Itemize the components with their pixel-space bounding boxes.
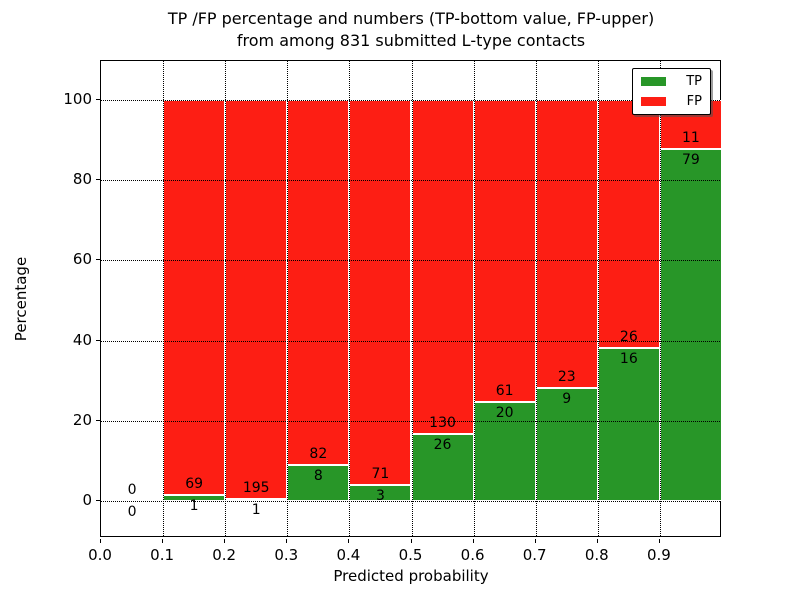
horizontal-gridline [101, 260, 720, 262]
tp-bar-segment [411, 434, 474, 501]
gridlines-layer [101, 61, 720, 536]
legend: TP FP [632, 68, 711, 115]
tp-count-label: 16 [619, 351, 638, 368]
chart-title: TP /FP percentage and numbers (TP-bottom… [100, 8, 722, 52]
x-tick-mark [162, 539, 164, 543]
legend-label: FP [686, 94, 702, 109]
vertical-gridline [535, 61, 537, 536]
x-tick-label: 0.5 [398, 546, 423, 564]
bar-labels-layer: 0 0 69 1 195 1 82 8 71 3 130 26 61 20 23 9 26 16 11 79 [101, 61, 720, 536]
fp-bar-segment [287, 100, 350, 466]
x-tick-mark [348, 539, 350, 543]
horizontal-gridline [101, 180, 720, 182]
x-tick-mark [286, 539, 288, 543]
x-tick-mark [658, 539, 660, 543]
tp-count-label: 3 [375, 487, 385, 504]
vertical-gridline [473, 61, 475, 536]
fp-count-label: 82 [309, 446, 328, 463]
fp-count-label: 26 [619, 329, 638, 346]
tp-bar-segment [659, 149, 722, 501]
plot-area: 0 0 69 1 195 1 82 8 71 3 130 26 61 20 23 9 26 16 11 79 TP FP [100, 60, 722, 537]
y-tick-mark [96, 339, 100, 341]
x-tick-mark [596, 539, 598, 543]
fp-count-label: 69 [185, 476, 204, 493]
y-axis-label: Percentage [12, 256, 30, 342]
y-tick-label: 20 [72, 410, 92, 429]
vertical-gridline [597, 61, 599, 536]
y-tick-mark [96, 419, 100, 421]
horizontal-gridline [101, 501, 720, 502]
x-axis-label: Predicted probability [333, 567, 489, 585]
x-tick-mark [472, 539, 474, 543]
bars-layer [101, 61, 722, 536]
x-tick-label: 0.2 [212, 546, 237, 564]
fp-count-label: 23 [557, 369, 576, 386]
tp-bar-segment [535, 388, 598, 501]
x-tick-label: 0.6 [460, 546, 485, 564]
fp-count-label: 130 [429, 415, 456, 432]
tp-count-label: 79 [682, 152, 700, 168]
horizontal-gridline [101, 100, 720, 101]
fp-legend-swatch [641, 97, 666, 106]
fp-count-label: 195 [242, 479, 270, 496]
vertical-gridline [349, 61, 351, 536]
x-tick-mark [100, 539, 101, 543]
tp-legend-swatch [641, 77, 666, 86]
fp-bar-segment [225, 100, 288, 499]
x-tick-mark [410, 539, 412, 543]
y-tick-mark [96, 99, 100, 100]
chart-title-line-1: TP /FP percentage and numbers (TP-bottom… [167, 9, 655, 28]
y-tick-label: 60 [72, 250, 92, 269]
y-tick-label: 100 [63, 90, 92, 108]
horizontal-gridline [101, 340, 720, 342]
fp-count-label: 11 [682, 130, 700, 146]
x-tick-mark [224, 539, 226, 543]
tp-count-label: 1 [189, 498, 199, 515]
y-tick-label: 0 [82, 491, 92, 509]
horizontal-gridline [101, 420, 720, 422]
tp-count-label: 26 [433, 437, 452, 454]
legend-row: TP [641, 75, 702, 88]
x-tick-label: 0.8 [584, 546, 609, 564]
x-tick-label: 0.7 [522, 546, 547, 564]
x-tick-label: 0.9 [646, 546, 671, 564]
tp-count-label: 9 [562, 391, 572, 408]
x-tick-label: 0.4 [336, 546, 361, 564]
x-tick-label: 0.0 [88, 546, 112, 564]
vertical-gridline [411, 61, 413, 536]
fp-count-label: 71 [371, 465, 390, 482]
x-tick-label: 0.1 [150, 546, 175, 564]
legend-label: TP [686, 74, 702, 89]
fp-bar-segment [349, 100, 412, 485]
fp-bar-segment [163, 100, 226, 496]
vertical-gridline [163, 61, 165, 536]
tp-count-label: 20 [495, 404, 514, 421]
y-tick-mark [96, 500, 100, 501]
y-tick-mark [96, 259, 100, 261]
x-tick-label: 0.3 [274, 546, 299, 564]
vertical-gridline [225, 61, 227, 536]
y-tick-mark [96, 179, 100, 181]
fp-count-label: 0 [127, 482, 137, 498]
legend-row: FP [641, 95, 702, 108]
vertical-gridline [287, 61, 289, 536]
vertical-gridline [659, 61, 661, 536]
tp-bar-segment [597, 348, 660, 501]
chart-title-line-2: from among 831 submitted L-type contacts [236, 31, 586, 50]
fp-count-label: 61 [495, 382, 514, 399]
y-tick-label: 40 [72, 330, 92, 349]
x-tick-mark [534, 539, 536, 543]
tp-count-label: 1 [251, 501, 261, 518]
y-tick-label: 80 [72, 170, 92, 189]
tp-count-label: 0 [127, 504, 137, 520]
tp-count-label: 8 [313, 468, 323, 485]
tp-bar-segment [287, 465, 350, 501]
fp-bar-segment [597, 100, 660, 349]
